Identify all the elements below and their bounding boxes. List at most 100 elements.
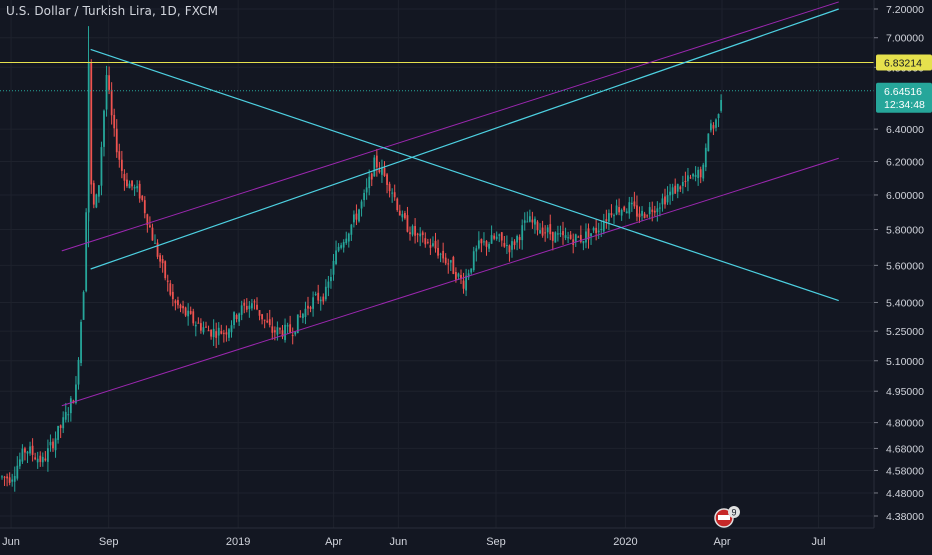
candles <box>1 26 722 492</box>
candle-body <box>317 292 320 301</box>
candle-body <box>248 305 251 309</box>
candle-body <box>429 245 432 248</box>
candle-body <box>531 219 534 223</box>
y-tick-label: 5.10000 <box>886 356 924 368</box>
candle-body <box>179 304 182 309</box>
candle-body <box>171 291 174 300</box>
candle-body <box>8 477 11 483</box>
y-tick-label: 4.48000 <box>886 488 924 500</box>
candle-body <box>16 465 19 479</box>
candle-body <box>628 202 631 214</box>
candle-body <box>577 236 580 238</box>
candle-body <box>551 231 554 241</box>
candle-body <box>375 155 378 168</box>
candle-body <box>251 303 253 309</box>
candle-body <box>712 125 715 129</box>
candle-body <box>526 221 529 223</box>
candle-body <box>676 183 679 192</box>
y-tick-label: 4.80000 <box>886 418 924 430</box>
candle-body <box>467 273 470 278</box>
candle-body <box>600 228 603 230</box>
candle-body <box>342 242 345 248</box>
candle-body <box>511 241 513 250</box>
candle-body <box>207 330 210 332</box>
candle-body <box>256 304 258 310</box>
badge-count-bubble <box>728 506 740 518</box>
candle-body <box>279 328 281 330</box>
candle-body <box>108 75 110 90</box>
flag-icon-stripe <box>718 515 730 520</box>
candle-body <box>648 207 651 215</box>
candle-body <box>569 234 572 239</box>
chart-title: U.S. Dollar / Turkish Lira, 1D, FXCM <box>6 4 219 18</box>
candle-body <box>192 311 195 324</box>
candle-body <box>337 246 340 251</box>
candle-body <box>44 458 47 461</box>
candle-body <box>268 319 271 326</box>
candle-body <box>694 174 697 177</box>
candle-body <box>75 384 77 404</box>
candle-body <box>439 253 442 255</box>
candle-body <box>52 441 54 449</box>
candle-body <box>335 250 337 265</box>
x-tick-label: Sep <box>486 536 506 548</box>
candle-body <box>582 240 585 244</box>
candle-body <box>110 89 113 116</box>
channel-line <box>61 157 839 407</box>
candle-body <box>187 310 190 317</box>
candle-body <box>666 195 669 203</box>
candle-body <box>636 205 638 217</box>
candle-body <box>26 451 29 454</box>
candle-body <box>500 232 503 241</box>
candle-body <box>230 325 233 333</box>
candle-body <box>146 214 149 226</box>
candle-body <box>661 198 664 205</box>
x-tick-label: Jul <box>812 536 826 548</box>
candle-body <box>161 258 164 264</box>
candle-body <box>47 448 49 462</box>
y-tick-label: 5.60000 <box>886 260 924 272</box>
candle-body <box>253 301 256 303</box>
candle-body <box>383 167 386 176</box>
candle-body <box>396 198 399 210</box>
candle-body <box>347 233 350 242</box>
x-tick-label: Apr <box>713 536 730 548</box>
candle-body <box>633 201 636 207</box>
channel-line <box>61 1 839 252</box>
candle-body <box>564 235 567 238</box>
candle-body <box>314 293 317 295</box>
candle-body <box>534 218 536 225</box>
candle-body <box>296 314 299 334</box>
y-tick-label: 4.68000 <box>886 443 924 455</box>
candle-body <box>322 296 325 302</box>
candle-body <box>498 234 501 236</box>
candle-body <box>225 332 228 335</box>
candle-body <box>205 326 207 328</box>
candle-body <box>149 225 151 227</box>
candle-body <box>67 414 70 416</box>
y-tick-label: 4.58000 <box>886 465 924 477</box>
candle-body <box>687 175 689 182</box>
candle-body <box>189 311 192 314</box>
candle-body <box>212 328 215 338</box>
candle-body <box>557 233 559 235</box>
candle-body <box>332 260 335 275</box>
candle-body <box>330 276 332 282</box>
x-tick-label: 2020 <box>613 536 637 548</box>
candle-body <box>263 319 266 321</box>
candle-body <box>98 185 100 197</box>
candle-body <box>6 476 8 479</box>
candle-body <box>378 170 381 173</box>
candle-body <box>656 208 659 213</box>
candle-body <box>597 230 600 233</box>
y-tick-label: 4.38000 <box>886 511 924 523</box>
candle-body <box>646 215 649 217</box>
candle-body <box>11 479 14 482</box>
countdown-label: 12:34:48 <box>884 99 925 111</box>
candle-body <box>182 306 184 309</box>
candle-body <box>118 151 121 160</box>
candle-body <box>421 232 424 235</box>
candle-body <box>704 147 707 168</box>
